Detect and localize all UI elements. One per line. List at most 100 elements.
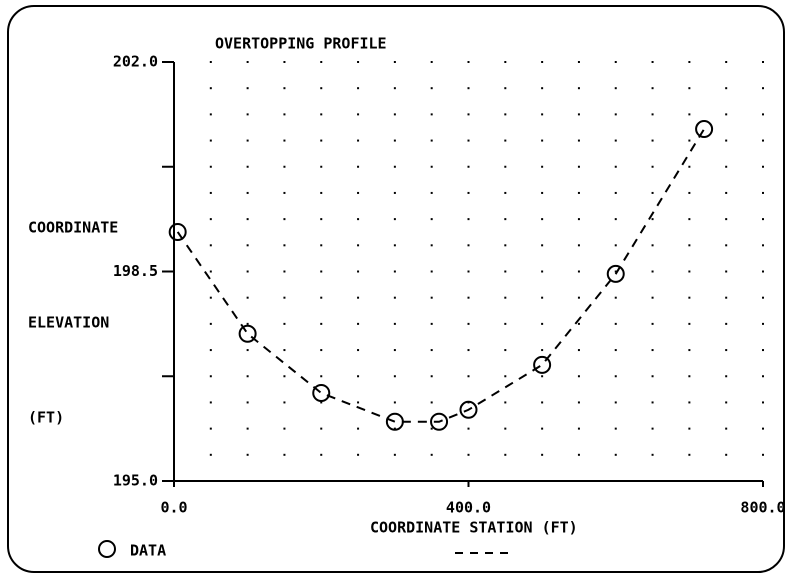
grid-dot (283, 113, 286, 116)
grid-dot (725, 165, 728, 168)
grid-dot (283, 139, 286, 142)
grid-dot (577, 349, 580, 352)
grid-dot (614, 165, 617, 168)
grid-dot (246, 296, 249, 299)
grid-dot (467, 218, 470, 221)
grid-dot (467, 296, 470, 299)
grid-dot (651, 244, 654, 247)
grid-dot (504, 61, 507, 63)
grid-dot (246, 453, 249, 456)
grid-dot (541, 244, 544, 247)
grid-dot (393, 244, 396, 247)
grid-dot (320, 296, 323, 299)
grid-dot (393, 270, 396, 273)
grid-dot (209, 165, 212, 168)
y-tick-label: 195.0 (113, 472, 158, 490)
grid-dot (320, 375, 323, 378)
grid-dot (725, 375, 728, 378)
grid-dot (577, 218, 580, 221)
grid-dot (651, 322, 654, 325)
grid-dot (614, 218, 617, 221)
grid-dot (246, 244, 249, 247)
grid-dot (209, 322, 212, 325)
grid-dot (688, 375, 691, 378)
grid-dot (541, 349, 544, 352)
grid-dot (614, 322, 617, 325)
grid-dot (614, 61, 617, 63)
grid-dot (504, 191, 507, 194)
grid-dot (688, 139, 691, 142)
grid-dot (725, 244, 728, 247)
grid-dot (357, 218, 360, 221)
grid-dot (209, 244, 212, 247)
grid-dot (651, 165, 654, 168)
grid-dot (577, 139, 580, 142)
grid-dot (651, 87, 654, 90)
grid-dot (357, 401, 360, 404)
grid-dot (246, 427, 249, 430)
grid-dot (246, 139, 249, 142)
grid-dot (393, 427, 396, 430)
grid-dot (541, 375, 544, 378)
grid-dot (283, 270, 286, 273)
data-point (533, 355, 552, 374)
grid-dot (246, 87, 249, 90)
data-point (695, 120, 714, 139)
grid-dot (209, 427, 212, 430)
grid-dot (393, 349, 396, 352)
grid-dot (504, 349, 507, 352)
grid-dot (725, 322, 728, 325)
grid-dot (283, 218, 286, 221)
grid-dot (283, 427, 286, 430)
grid-dot (762, 401, 764, 404)
grid-dot (762, 139, 764, 142)
grid-dot (541, 191, 544, 194)
grid-dot (246, 401, 249, 404)
grid-dot (688, 218, 691, 221)
grid-dot (357, 375, 360, 378)
grid-dot (393, 322, 396, 325)
grid-dot (688, 453, 691, 456)
grid-dot (504, 453, 507, 456)
grid-dot (357, 270, 360, 273)
grid-dot (614, 453, 617, 456)
grid-dot (614, 191, 617, 194)
grid-dot (651, 218, 654, 221)
grid-dot (688, 244, 691, 247)
grid-dot (467, 270, 470, 273)
grid-dot (357, 427, 360, 430)
y-axis-label: ELEVATION (28, 314, 109, 332)
y-tick-label: 202.0 (113, 53, 158, 71)
data-point (238, 324, 257, 343)
grid-dot (577, 296, 580, 299)
grid-dot (725, 427, 728, 430)
grid-dot (320, 139, 323, 142)
chart-title: OVERTOPPING PROFILE (215, 35, 387, 53)
grid-dot (320, 61, 323, 63)
grid-dot (357, 61, 360, 63)
grid-dot (541, 401, 544, 404)
grid-dot (762, 427, 764, 430)
grid-dot (283, 296, 286, 299)
grid-dot (614, 139, 617, 142)
grid-dot (320, 349, 323, 352)
grid-dot (393, 375, 396, 378)
grid-dot (430, 427, 433, 430)
grid-dot (688, 401, 691, 404)
grid-dot (651, 61, 654, 63)
grid-dot (725, 296, 728, 299)
grid-dot (209, 296, 212, 299)
grid-dot (762, 191, 764, 194)
grid-dot (651, 427, 654, 430)
grid-dot (320, 322, 323, 325)
grid-dot (725, 61, 728, 63)
y-axis-label: (FT) (28, 409, 64, 427)
grid-dot (393, 165, 396, 168)
grid-dot (762, 453, 764, 456)
grid-dot (541, 322, 544, 325)
grid-dot (541, 218, 544, 221)
grid-dot (651, 349, 654, 352)
grid-dot (430, 244, 433, 247)
grid-dot (688, 165, 691, 168)
